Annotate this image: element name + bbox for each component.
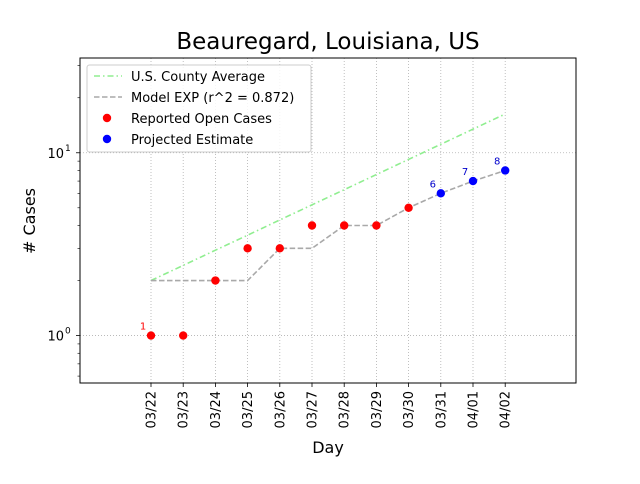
x-tick-label: 03/27 <box>306 391 321 428</box>
legend-entry: Projected Estimate <box>131 133 253 148</box>
x-axis-label: Day <box>312 438 344 457</box>
x-tick-label: 03/26 <box>273 391 288 428</box>
y-axis-label: # Cases <box>20 188 39 254</box>
data-point <box>179 331 188 340</box>
x-tick-label: 04/01 <box>467 391 482 428</box>
data-label: 6 <box>430 179 436 190</box>
legend-entry: Model EXP (r^2 = 0.872) <box>131 91 294 106</box>
legend-box <box>86 64 312 153</box>
data-label: 1 <box>140 322 146 333</box>
data-point <box>243 244 252 253</box>
legend-swatch-marker <box>102 113 112 123</box>
x-tick-label: 03/25 <box>241 391 256 428</box>
x-tick-label: 03/23 <box>177 391 192 428</box>
data-point <box>275 244 284 253</box>
data-point <box>211 276 220 285</box>
x-tick-label: 03/30 <box>402 391 417 428</box>
y-tick-exponent: 1 <box>65 144 71 154</box>
data-point <box>436 189 445 198</box>
chart-title: Beauregard, Louisiana, US <box>176 29 479 55</box>
x-tick-label: 03/24 <box>209 391 224 428</box>
data-point <box>372 221 381 230</box>
data-point <box>404 203 413 212</box>
series-line <box>151 169 506 282</box>
data-label: 7 <box>462 167 468 178</box>
legend-entry: Reported Open Cases <box>131 112 272 127</box>
x-tick-label: 03/29 <box>370 391 385 428</box>
series-line <box>150 113 506 282</box>
x-tick-label: 03/31 <box>434 391 449 428</box>
x-axis: 03/22 03/23 03/24 03/25 03/26 03/27 03/28 03/29… <box>145 383 514 428</box>
data-point <box>307 221 317 230</box>
y-tick-label: 10 <box>47 330 64 345</box>
series-layer <box>146 113 510 340</box>
legend-entry: U.S. County Average <box>131 70 265 85</box>
legend-swatch-marker <box>102 134 112 144</box>
data-point <box>501 166 510 175</box>
data-point <box>468 176 478 186</box>
y-tick-exponent: 0 <box>65 327 71 337</box>
x-tick-label: 04/02 <box>499 391 514 428</box>
legend: U.S. County Average Model EXP (r^2 = 0.87… <box>86 64 312 153</box>
plot-frame <box>79 57 577 384</box>
x-tick-label: 03/22 <box>145 391 160 428</box>
data-point <box>340 221 349 230</box>
data-point <box>146 331 156 340</box>
y-tick-label: 10 <box>47 147 64 162</box>
data-label: 8 <box>494 156 500 167</box>
x-tick-label: 03/28 <box>338 391 353 428</box>
